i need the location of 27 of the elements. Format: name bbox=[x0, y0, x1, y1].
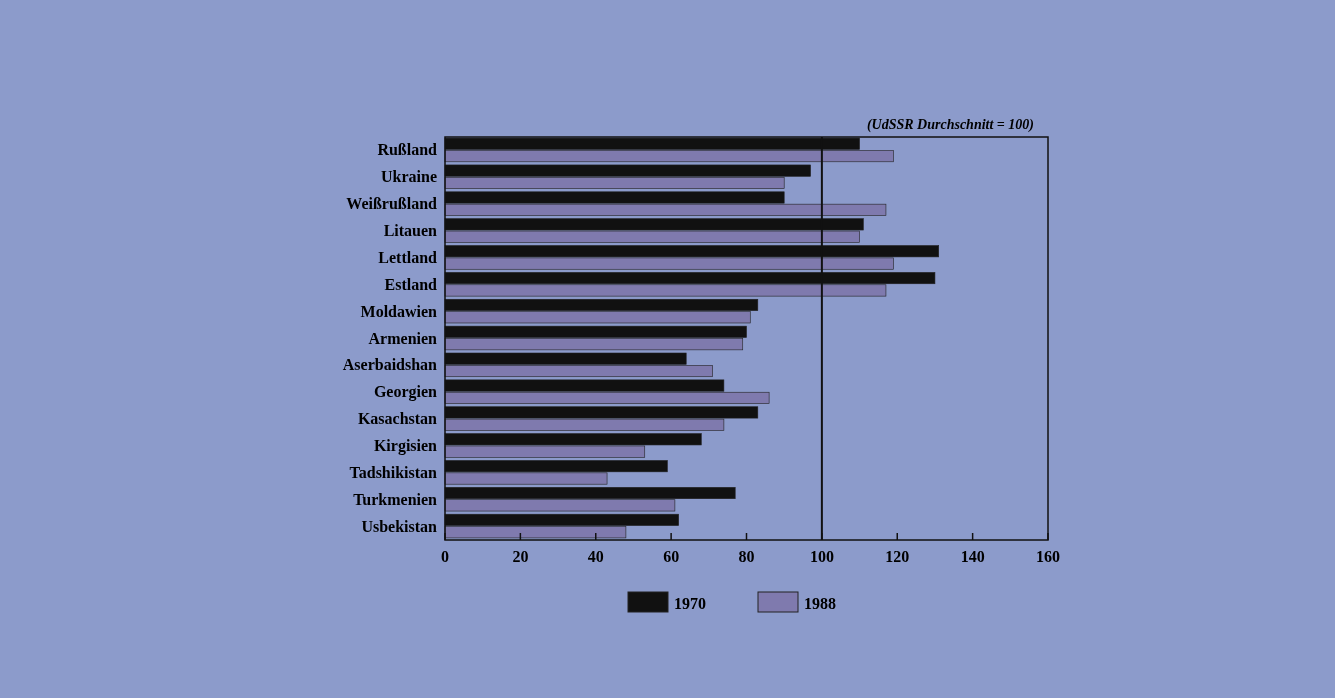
x-tick-label: 60 bbox=[663, 548, 680, 565]
x-tick-label: 40 bbox=[587, 548, 604, 565]
x-tick-label: 20 bbox=[512, 548, 529, 565]
x-tick-label: 120 bbox=[885, 548, 910, 565]
y-tick-label: Lettland bbox=[378, 248, 438, 266]
x-tick-label: 0 bbox=[441, 548, 449, 565]
legend-label: 1988 bbox=[804, 595, 836, 612]
legend-label: 1970 bbox=[674, 595, 706, 612]
y-tick-label: Rußland bbox=[377, 141, 438, 159]
y-tick-label: Weißrußland bbox=[346, 195, 438, 213]
y-tick-label: Kasachstan bbox=[357, 410, 438, 428]
text: (UdSSR Durchschnitt = 100) bbox=[866, 117, 1034, 133]
x-tick-label: 100 bbox=[809, 548, 834, 565]
y-tick-label: Ukraine bbox=[381, 168, 437, 186]
y-tick-label: Usbekistan bbox=[361, 517, 438, 535]
y-tick-label: Aserbaidshan bbox=[342, 356, 438, 374]
y-tick-label: Kirgisien bbox=[373, 436, 438, 455]
y-tick-label: Turkmenien bbox=[353, 490, 438, 508]
y-tick-label: Georgien bbox=[373, 383, 438, 402]
x-tick-label: 160 bbox=[1036, 548, 1060, 565]
y-tick-label: Armenien bbox=[368, 329, 438, 347]
y-tick-label: Estland bbox=[384, 275, 438, 293]
x-tick-label: 80 bbox=[738, 548, 755, 565]
x-tick-label: 140 bbox=[960, 548, 985, 565]
y-tick-label: Tadshikistan bbox=[349, 463, 438, 481]
y-tick-label: Litauen bbox=[383, 222, 438, 240]
y-tick-label: Moldawien bbox=[360, 302, 438, 320]
